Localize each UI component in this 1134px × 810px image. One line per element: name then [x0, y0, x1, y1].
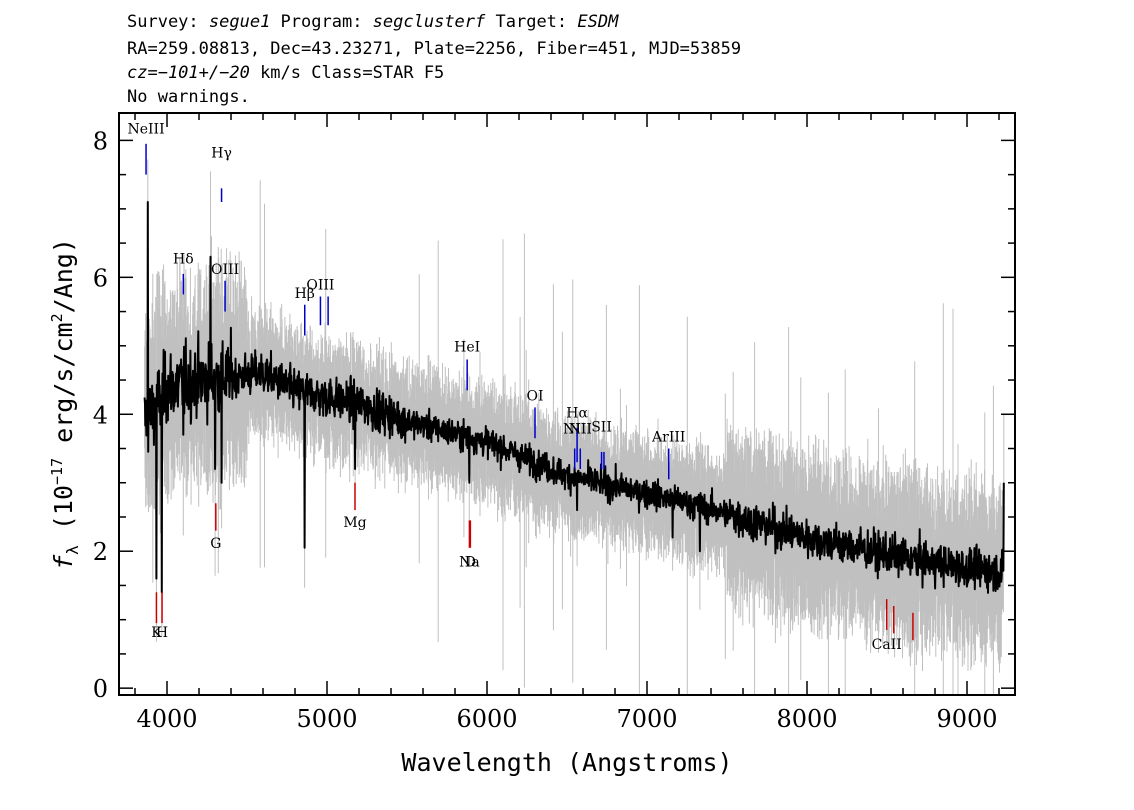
y-tick-label: 0 — [93, 675, 108, 703]
emission-line-label: Hα — [566, 406, 588, 422]
emission-line-label: OIII — [306, 278, 334, 294]
x-tick-label: 8000 — [776, 705, 837, 733]
axis-ticks — [119, 113, 1015, 695]
absorption-line-label: G — [210, 536, 221, 552]
y-tick-label: 2 — [93, 538, 108, 566]
header-line3-part-0: cz=−101+/−20 — [127, 63, 250, 83]
x-tick-labels: 4000 5000 6000 7000 8000 9000 — [136, 705, 997, 733]
y-tick-label: 4 — [93, 401, 108, 429]
emission-line-label: Hδ — [173, 252, 194, 268]
emission-line-label: NeIII — [127, 122, 164, 138]
emission-line-label: OIII — [211, 262, 239, 278]
spectrum-header: Survey: segue1 Program: segclusterf Targ… — [127, 12, 741, 107]
y-tick-labels: 0 2 4 6 8 — [93, 127, 108, 703]
absorption-line-label: K — [151, 625, 162, 641]
header-line1-part-4: Target: — [485, 12, 577, 32]
emission-line-label: NII — [563, 421, 586, 437]
x-tick-label: 4000 — [136, 705, 197, 733]
header-line4: No warnings. — [127, 87, 250, 107]
x-tick-label: 5000 — [296, 705, 357, 733]
x-tick-label: 7000 — [616, 705, 677, 733]
flux-line — [143, 201, 1005, 594]
y-axis-title: fλ (10−17 erg/s/cm2/Ang) — [48, 238, 82, 570]
ylabel-mid: erg/s/cm — [49, 322, 78, 457]
absorption-line-label: D — [465, 554, 476, 570]
plot-frame — [118, 112, 1016, 696]
header-line3: cz=−101+/−20 km/s Class=STAR F5 — [127, 63, 444, 83]
emission-line-label: ArIII — [651, 430, 685, 446]
absorption-line-label: Na — [459, 554, 480, 570]
x-tick-label: 6000 — [456, 705, 517, 733]
emission-line-label: Hγ — [211, 146, 232, 162]
ylabel-sub: λ — [63, 545, 82, 555]
ylabel-f: f — [49, 554, 78, 570]
absorption-line-label: H — [156, 625, 168, 641]
emission-line-label: HeI — [454, 339, 480, 355]
ylabel-close: /Ang) — [49, 238, 78, 313]
x-tick-label: 9000 — [936, 705, 997, 733]
y-tick-label: 6 — [93, 264, 108, 292]
emission-line-label: Hβ — [295, 286, 315, 302]
header-line1-part-2: Program: — [270, 12, 372, 32]
absorption-line-label: CaII — [872, 637, 902, 653]
x-axis-title: Wavelength (Angstroms) — [401, 748, 732, 777]
emission-line-label: OI — [526, 389, 543, 405]
ylabel-exp2: 2 — [48, 313, 66, 322]
emission-line-label: SII — [591, 419, 612, 435]
header-line2: RA=259.08813, Dec=43.23271, Plate=2256, … — [127, 39, 741, 59]
flux-spectrum — [143, 201, 1005, 594]
header-line1-part-0: Survey: — [127, 12, 209, 32]
header-line3-part-1: km/s Class=STAR F5 — [250, 63, 444, 83]
absorption-line-label: Mg — [343, 515, 366, 531]
header-line1-part-3: segclusterf — [373, 12, 486, 32]
header-line1-part-1: segue1 — [209, 12, 270, 32]
ylabel-open: (10 — [49, 485, 78, 545]
header-line1-part-5: ESDM — [577, 12, 619, 32]
emission-line-label: NII — [569, 421, 592, 437]
header-line1: Survey: segue1 Program: segclusterf Targ… — [127, 12, 619, 32]
y-tick-label: 8 — [93, 127, 108, 155]
ylabel-exp: −17 — [48, 458, 66, 485]
